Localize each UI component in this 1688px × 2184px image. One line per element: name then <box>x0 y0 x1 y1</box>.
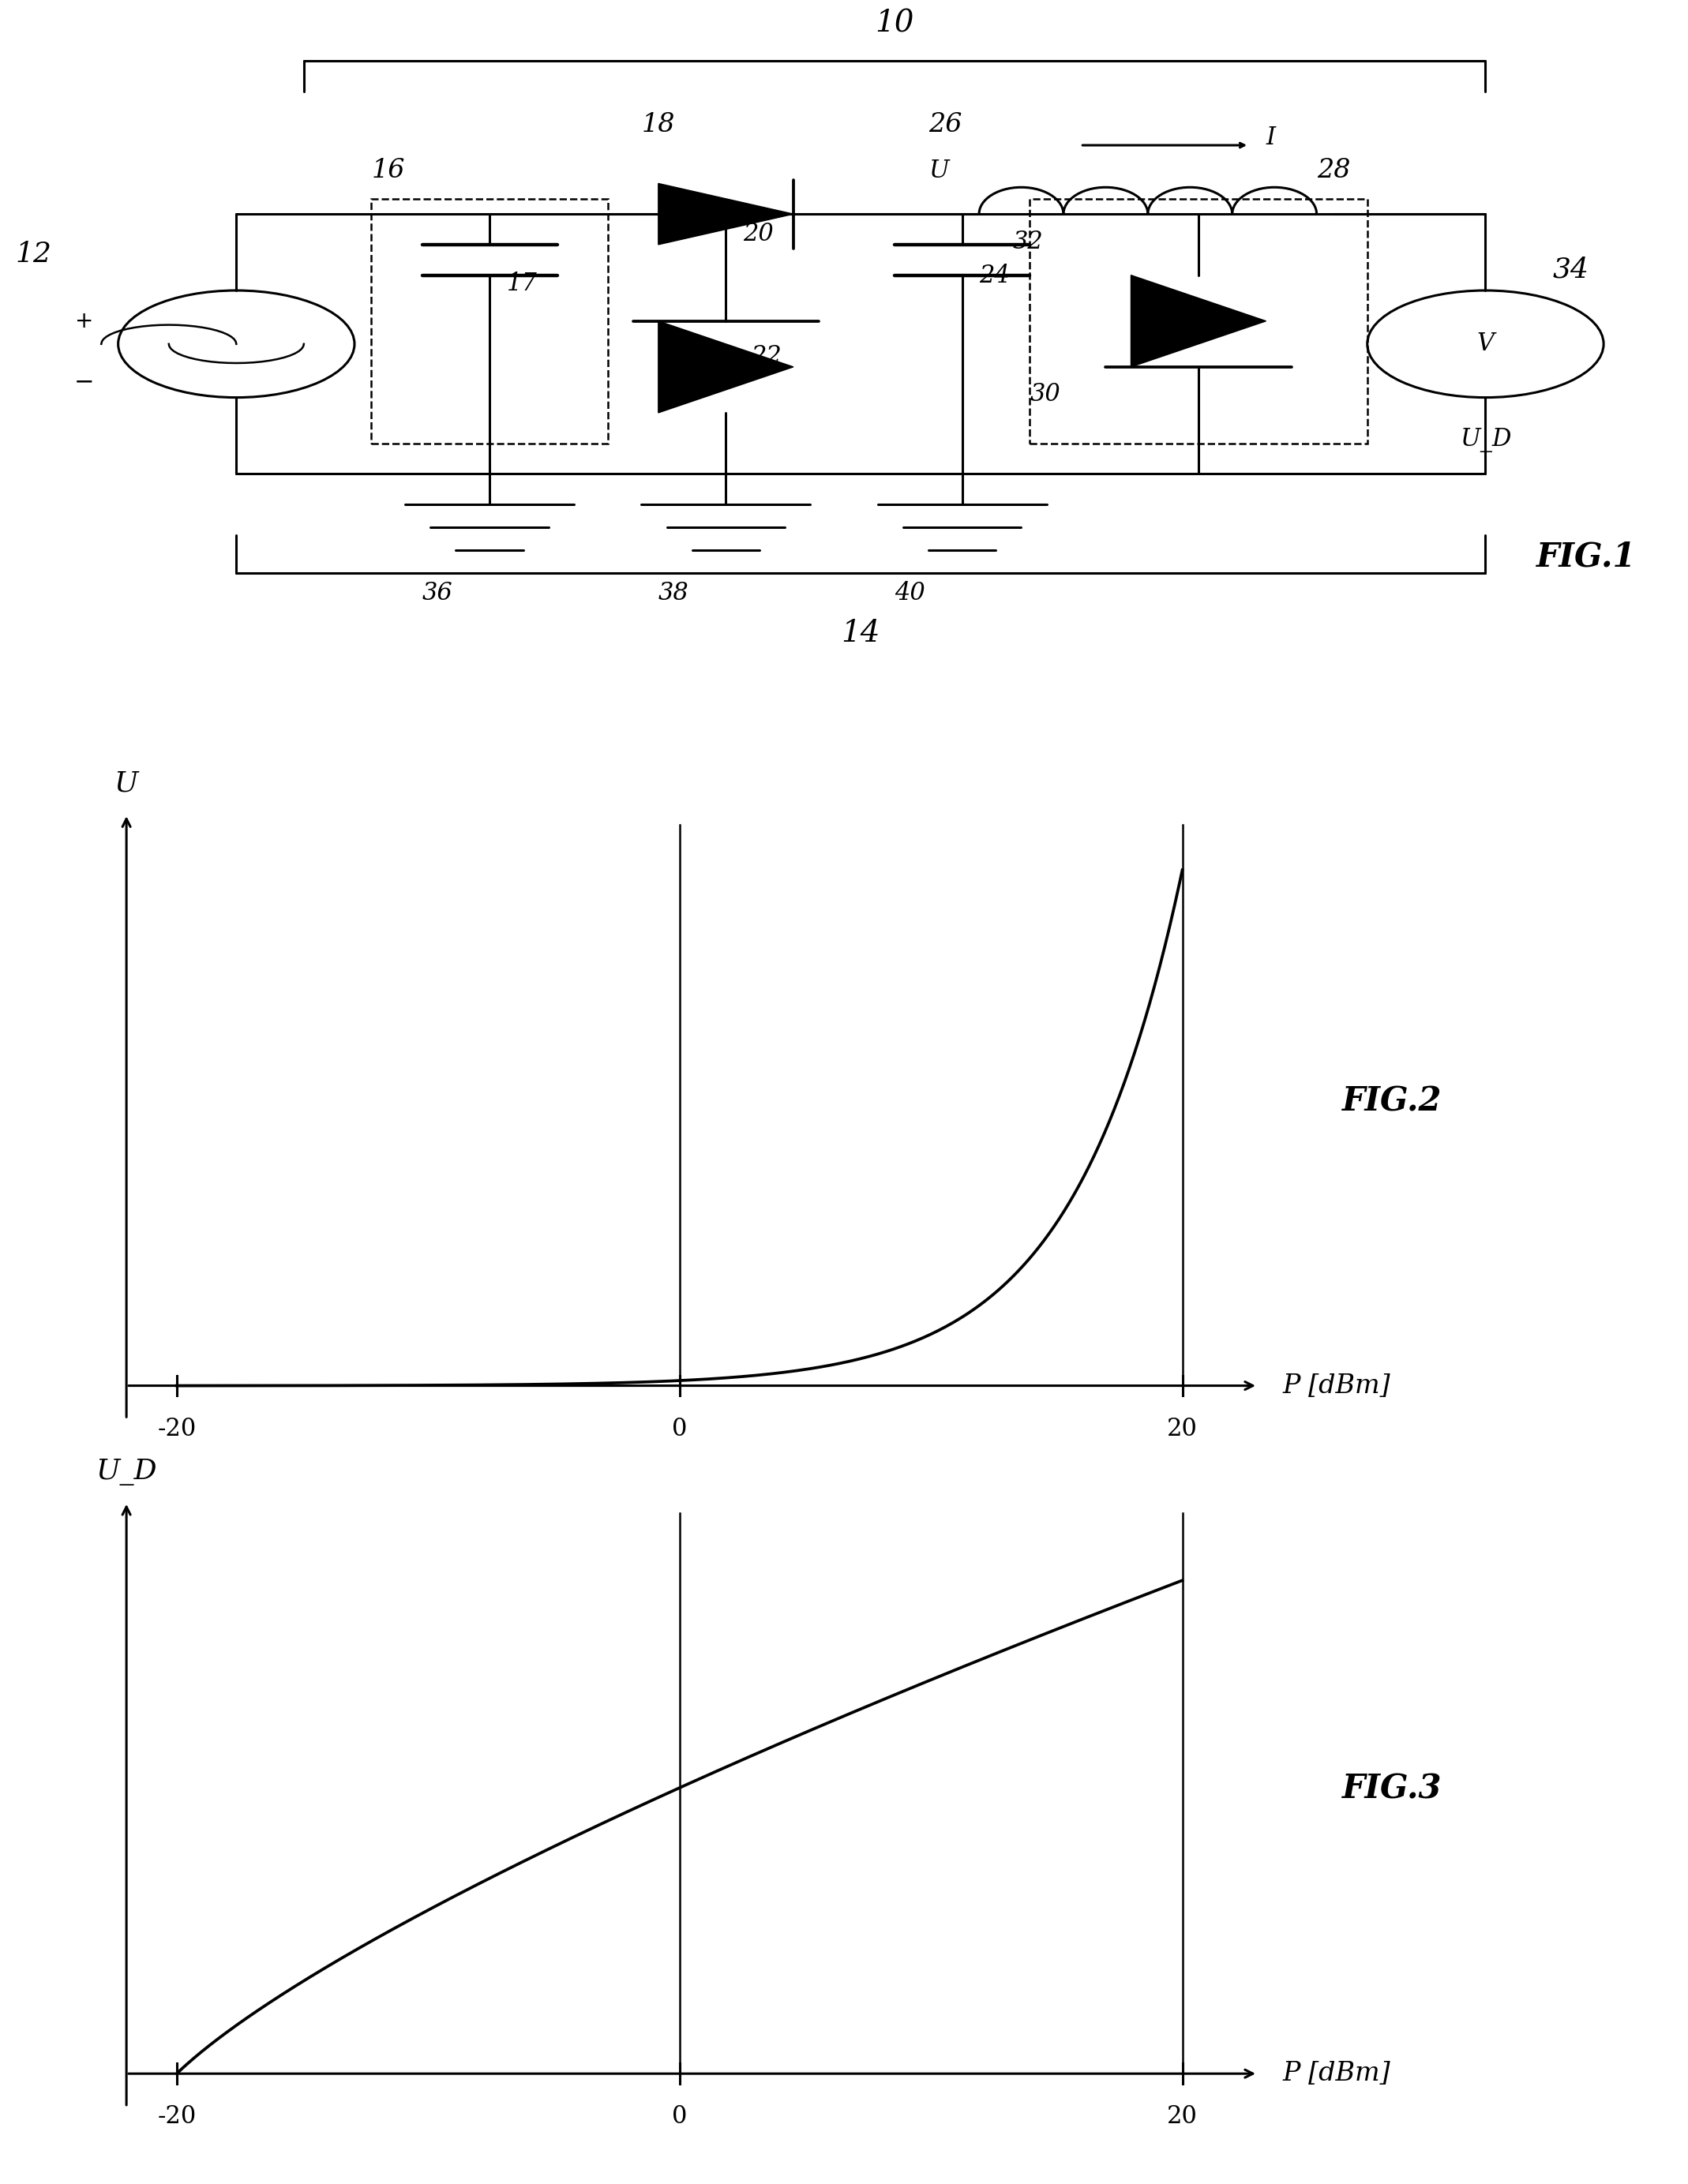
Text: 14: 14 <box>841 620 881 649</box>
Polygon shape <box>658 183 793 245</box>
Polygon shape <box>1131 275 1266 367</box>
Text: FIG.2: FIG.2 <box>1342 1085 1442 1118</box>
Text: −: − <box>74 371 95 393</box>
Text: 34: 34 <box>1553 256 1590 284</box>
Polygon shape <box>658 321 793 413</box>
Text: 36: 36 <box>422 581 452 605</box>
Text: U: U <box>928 159 949 183</box>
Text: 40: 40 <box>895 581 925 605</box>
Text: V: V <box>1477 332 1494 356</box>
Text: +: + <box>76 310 93 332</box>
Text: 28: 28 <box>1317 157 1350 183</box>
Text: 22: 22 <box>751 343 782 369</box>
Text: -20: -20 <box>157 1417 196 1441</box>
Bar <box>371 199 608 443</box>
Bar <box>1030 199 1367 443</box>
Text: 10: 10 <box>874 9 915 37</box>
Text: 24: 24 <box>979 264 1009 288</box>
Text: P [dBm]: P [dBm] <box>1283 2062 1391 2086</box>
Text: 12: 12 <box>15 240 52 266</box>
Text: -20: -20 <box>157 2105 196 2129</box>
Text: 32: 32 <box>1013 229 1043 253</box>
Text: 30: 30 <box>1030 382 1060 406</box>
Text: 38: 38 <box>658 581 689 605</box>
Text: U: U <box>115 771 138 797</box>
Text: FIG.3: FIG.3 <box>1342 1773 1442 1806</box>
Text: U_D: U_D <box>1460 428 1511 452</box>
Text: 17: 17 <box>506 271 537 295</box>
Text: 16: 16 <box>371 157 405 183</box>
Text: 0: 0 <box>672 1417 687 1441</box>
Text: U_D: U_D <box>96 1459 157 1485</box>
Text: 20: 20 <box>743 221 773 247</box>
Text: FIG.1: FIG.1 <box>1536 539 1636 572</box>
Text: 0: 0 <box>672 2105 687 2129</box>
Text: 18: 18 <box>641 111 675 138</box>
Text: P [dBm]: P [dBm] <box>1283 1374 1391 1398</box>
Text: 26: 26 <box>928 111 962 138</box>
Text: I: I <box>1266 124 1276 151</box>
Text: 20: 20 <box>1166 2105 1198 2129</box>
Text: 20: 20 <box>1166 1417 1198 1441</box>
